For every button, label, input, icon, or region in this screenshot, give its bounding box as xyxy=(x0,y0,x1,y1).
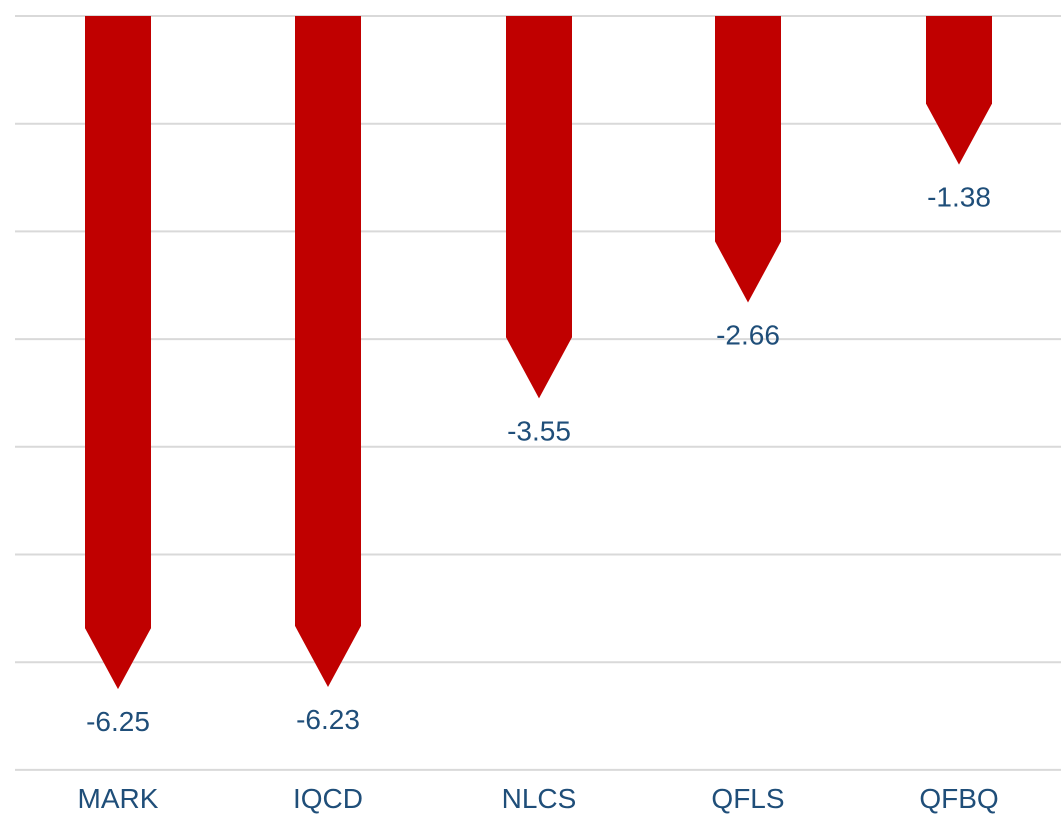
x-tick-label-nlcs: NLCS xyxy=(502,783,577,814)
x-tick-label-qfbq: QFBQ xyxy=(919,783,998,814)
bars xyxy=(85,16,992,690)
data-labels: -6.25 -6.23 -3.55 -2.66 -1.38 xyxy=(86,182,991,737)
bar-iqcd xyxy=(295,16,361,687)
data-label-nlcs: -3.55 xyxy=(507,415,571,446)
bar-qfls xyxy=(715,16,781,303)
x-tick-label-mark: MARK xyxy=(78,783,159,814)
bar-qfbq xyxy=(926,16,992,165)
data-label-iqcd: -6.23 xyxy=(296,704,360,735)
bar-mark xyxy=(85,16,151,690)
x-tick-label-iqcd: IQCD xyxy=(293,783,363,814)
data-label-qfls: -2.66 xyxy=(716,319,780,350)
x-tick-label-qfls: QFLS xyxy=(711,783,784,814)
data-label-mark: -6.25 xyxy=(86,706,150,737)
bar-nlcs xyxy=(506,16,572,399)
data-label-qfbq: -1.38 xyxy=(927,182,991,213)
x-axis-tick-labels: MARK IQCD NLCS QFLS QFBQ xyxy=(78,783,999,814)
